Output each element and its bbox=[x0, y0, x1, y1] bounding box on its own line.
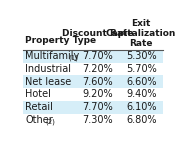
Text: 7.60%: 7.60% bbox=[82, 77, 113, 87]
Bar bbox=[23, 75, 163, 88]
Text: (1): (1) bbox=[69, 55, 79, 61]
Text: Net lease: Net lease bbox=[25, 77, 72, 87]
Text: 6.60%: 6.60% bbox=[126, 77, 156, 87]
Text: 6.80%: 6.80% bbox=[126, 115, 156, 125]
Text: Exit
Capitalization
Rate: Exit Capitalization Rate bbox=[106, 19, 176, 48]
Text: 5.70%: 5.70% bbox=[126, 64, 157, 74]
Text: 7.30%: 7.30% bbox=[82, 115, 113, 125]
Bar bbox=[23, 114, 163, 126]
Bar bbox=[23, 88, 163, 101]
Text: Multifamily: Multifamily bbox=[25, 51, 80, 61]
Text: Hotel: Hotel bbox=[25, 89, 51, 100]
Text: 7.70%: 7.70% bbox=[82, 51, 113, 61]
Text: 9.20%: 9.20% bbox=[82, 89, 113, 100]
Bar bbox=[23, 17, 163, 50]
Text: (2): (2) bbox=[45, 118, 55, 125]
Text: 9.40%: 9.40% bbox=[126, 89, 156, 100]
Text: Discount Rate: Discount Rate bbox=[62, 29, 133, 38]
Text: Property Type: Property Type bbox=[25, 36, 96, 45]
Text: 7.70%: 7.70% bbox=[82, 102, 113, 112]
Bar bbox=[23, 63, 163, 75]
Text: 5.30%: 5.30% bbox=[126, 51, 156, 61]
Bar bbox=[23, 101, 163, 114]
Text: Other: Other bbox=[25, 115, 53, 125]
Bar bbox=[23, 50, 163, 63]
Text: Industrial: Industrial bbox=[25, 64, 71, 74]
Text: 6.10%: 6.10% bbox=[126, 102, 156, 112]
Text: 7.20%: 7.20% bbox=[82, 64, 113, 74]
Text: Retail: Retail bbox=[25, 102, 53, 112]
